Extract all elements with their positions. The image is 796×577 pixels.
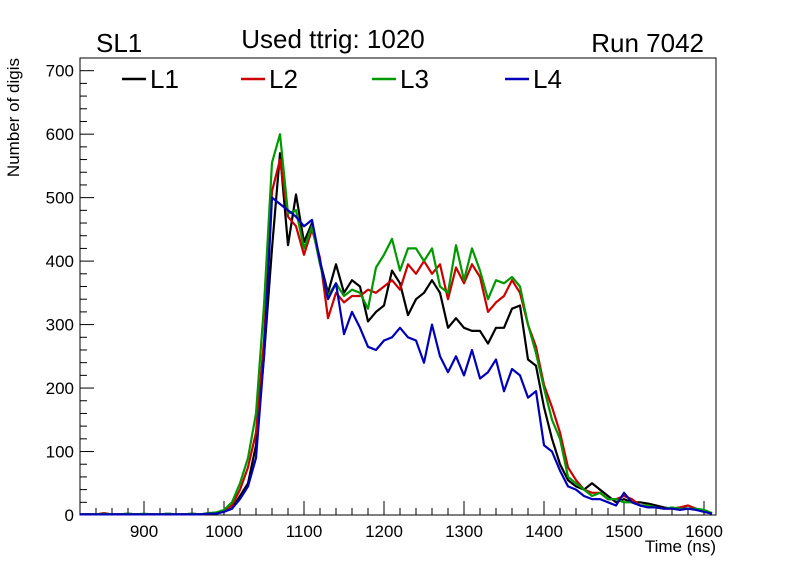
y-tick-label: 700 <box>46 62 74 81</box>
x-tick-label: 1600 <box>685 522 723 541</box>
panel-label-right: Run 7042 <box>591 28 704 58</box>
x-tick-label: 1000 <box>205 522 243 541</box>
y-tick-label: 200 <box>46 379 74 398</box>
x-tick-label: 900 <box>130 522 158 541</box>
x-tick-label: 1500 <box>605 522 643 541</box>
x-tick-label: 1400 <box>525 522 563 541</box>
series-layer <box>80 133 713 516</box>
y-tick-label: 600 <box>46 125 74 144</box>
x-tick-label: 1300 <box>445 522 483 541</box>
x-tick-label: 1200 <box>365 522 403 541</box>
legend-label-l3: L3 <box>400 64 429 94</box>
y-tick-label: 400 <box>46 252 74 271</box>
legend: L1 L2 L3 L4 <box>122 64 562 94</box>
y-tick-label: 100 <box>46 443 74 462</box>
y-axis-label: Number of digis <box>4 58 23 177</box>
legend-label-l2: L2 <box>269 64 298 94</box>
y-tick-label: 300 <box>46 316 74 335</box>
y-tick-label: 500 <box>46 189 74 208</box>
axis-ticks: 900 1000 1100 1200 1300 1400 1500 1600 0 100 200 30… <box>46 57 723 541</box>
legend-label-l4: L4 <box>533 64 562 94</box>
series-line-l4 <box>80 196 713 516</box>
x-tick-label: 1100 <box>286 522 323 541</box>
panel-label-left: SL1 <box>96 28 142 58</box>
y-tick-label: 0 <box>65 506 74 525</box>
x-axis-label: Time (ns) <box>645 537 716 556</box>
chart-title: Used ttrig: 1020 <box>241 24 425 54</box>
legend-label-l1: L1 <box>150 64 179 94</box>
